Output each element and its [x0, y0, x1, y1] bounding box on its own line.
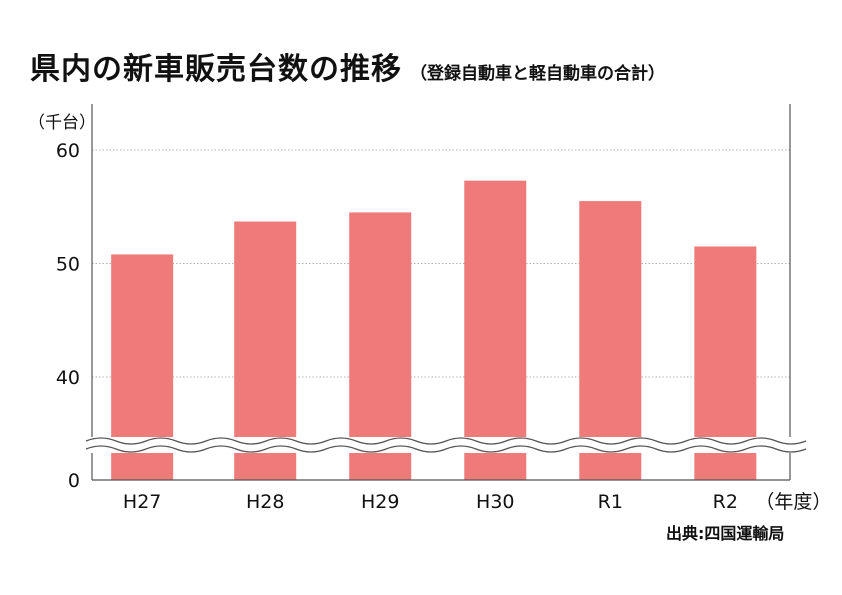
x-tick-H29: H29 [361, 491, 399, 513]
x-tick-labels: H27 H28 H29 H30 R1 R2 （年度） [123, 491, 831, 513]
x-tick-H27: H27 [123, 491, 161, 513]
bar-H30 [464, 180, 527, 480]
chart-subtitle: （登録自動車と軽自動車の合計） [410, 64, 665, 84]
y-tick-50: 50 [56, 254, 80, 276]
y-tick-labels: 0 40 50 60 [56, 140, 80, 492]
source-note: 出典:四国運輸局 [666, 524, 785, 543]
title-row: 県内の新車販売台数の推移 （登録自動車と軽自動車の合計） [30, 44, 665, 88]
bars [111, 180, 757, 481]
axis-break [84, 437, 807, 453]
chart-title: 県内の新車販売台数の推移 [30, 52, 402, 87]
axes [91, 104, 791, 481]
x-tick-R1: R1 [598, 491, 623, 513]
break-line-bottom [85, 445, 807, 453]
x-axis-label: （年度） [755, 491, 831, 513]
y-tick-60: 60 [56, 140, 80, 162]
break-line-top [85, 437, 807, 445]
gridlines [92, 149, 790, 378]
break-gap [84, 437, 798, 453]
y-tick-40: 40 [56, 367, 80, 389]
y-unit-label: （千台） [28, 113, 96, 133]
bar-R1 [579, 201, 642, 480]
x-tick-R2: R2 [713, 491, 738, 513]
x-tick-H28: H28 [246, 491, 284, 513]
x-tick-H30: H30 [476, 491, 514, 513]
bar-H29 [349, 212, 412, 481]
bar-H28 [234, 221, 297, 480]
y-tick-0: 0 [68, 470, 80, 492]
